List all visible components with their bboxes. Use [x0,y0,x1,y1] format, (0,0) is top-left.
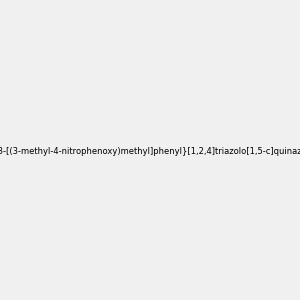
Text: 2-{3-[(3-methyl-4-nitrophenoxy)methyl]phenyl}[1,2,4]triazolo[1,5-c]quinazoline: 2-{3-[(3-methyl-4-nitrophenoxy)methyl]ph… [0,147,300,156]
